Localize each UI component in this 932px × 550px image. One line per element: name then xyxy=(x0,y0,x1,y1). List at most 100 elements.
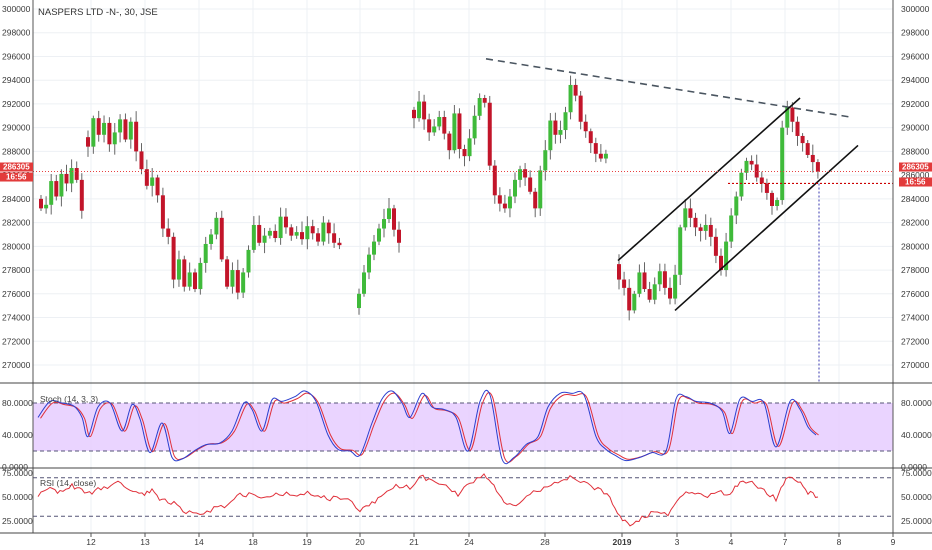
candle-body-105 xyxy=(617,264,621,280)
candle-body-55 xyxy=(332,233,337,243)
candle-body-8 xyxy=(79,179,84,211)
candle-body-83 xyxy=(497,195,502,204)
candle-body-49 xyxy=(300,232,304,240)
candle-body-118 xyxy=(683,208,688,228)
candle-body-51 xyxy=(310,226,315,234)
candle-body-104 xyxy=(603,153,608,159)
time-tick-label-2: 14 xyxy=(194,537,204,547)
candle-body-111 xyxy=(647,289,652,300)
last-price-label-right: 286305 xyxy=(902,163,929,172)
price-tick-right-13: 296000 xyxy=(901,51,930,61)
price-tick-right-10: 290000 xyxy=(901,123,930,133)
rsi-tick-left-0: 75.0000 xyxy=(2,468,33,478)
candle-body-25 xyxy=(171,236,176,280)
candle-body-35 xyxy=(225,259,230,287)
last-time-label-left: 16:56 xyxy=(6,173,27,182)
candle-body-62 xyxy=(382,219,386,229)
candle-body-136 xyxy=(775,200,780,206)
candle-body-143 xyxy=(810,154,815,163)
candle-body-115 xyxy=(668,287,672,299)
candle-body-70 xyxy=(432,126,437,133)
candle-body-122 xyxy=(703,224,708,231)
candle-body-60 xyxy=(372,241,376,255)
price-tick-right-1: 272000 xyxy=(901,336,930,346)
rsi-tick-right-0: 75.0000 xyxy=(901,468,932,478)
time-tick-label-9: 2019 xyxy=(613,537,632,547)
candle-body-18 xyxy=(134,121,139,152)
candle-body-66 xyxy=(412,109,416,119)
candle-body-59 xyxy=(367,254,371,273)
candle-body-4 xyxy=(59,173,64,197)
candle-body-84 xyxy=(502,203,507,209)
last-price-flag-left xyxy=(0,162,33,172)
last-price-flag-right xyxy=(899,162,932,172)
candle-body-113 xyxy=(657,271,662,285)
channel-lower-2 xyxy=(674,144,859,312)
last-price-label-left: 286305 xyxy=(3,163,30,172)
price-tick-left-9: 288000 xyxy=(2,146,31,156)
price-tick-right-6: 282000 xyxy=(901,218,930,228)
candle-body-40 xyxy=(251,224,256,250)
candle-body-106 xyxy=(622,279,627,288)
candle-body-65 xyxy=(397,229,401,243)
time-tick-label-4: 19 xyxy=(302,537,312,547)
candle-body-28 xyxy=(187,272,192,287)
price-tick-right-11: 292000 xyxy=(901,99,930,109)
time-tick-label-1: 13 xyxy=(140,537,150,547)
candle-body-108 xyxy=(632,293,637,311)
price-tick-left-5: 280000 xyxy=(2,241,31,251)
candle-body-86 xyxy=(513,179,517,197)
candle-body-6 xyxy=(69,168,74,184)
candle-body-117 xyxy=(678,227,683,275)
candle-body-131 xyxy=(749,160,754,165)
chart-frame xyxy=(0,0,932,534)
candle-body-63 xyxy=(387,208,391,220)
candle-body-138 xyxy=(785,107,790,128)
candle-body-56 xyxy=(337,242,342,246)
candle-body-135 xyxy=(770,192,774,206)
rsi-tick-left-1: 50.0000 xyxy=(2,492,33,502)
candle-body-10 xyxy=(91,118,96,147)
candle-body-127 xyxy=(729,215,734,242)
candle-body-23 xyxy=(160,195,165,229)
time-tick-label-10: 3 xyxy=(675,537,680,547)
candle-body-48 xyxy=(294,232,299,236)
candle-body-16 xyxy=(123,119,128,140)
last-time-label-right: 16:56 xyxy=(905,178,926,187)
candle-body-57 xyxy=(357,293,361,309)
price-tick-right-14: 298000 xyxy=(901,28,930,38)
time-tick-label-3: 18 xyxy=(248,537,258,547)
price-tick-right-15: 300000 xyxy=(901,4,930,14)
rsi-tick-right-1: 50.0000 xyxy=(901,492,932,502)
axes: 270000 270000 272000 272000 274000 274000 2760… xyxy=(0,4,932,547)
candle-body-74 xyxy=(452,113,457,151)
candle-body-19 xyxy=(139,151,144,170)
candle-body-13 xyxy=(107,122,112,145)
candle-body-12 xyxy=(102,122,107,135)
indicator-levels xyxy=(33,402,893,517)
candle-body-15 xyxy=(118,119,123,133)
price-tick-left-15: 300000 xyxy=(2,4,31,14)
candle-body-87 xyxy=(518,169,523,180)
candle-body-89 xyxy=(528,177,533,192)
price-tick-right-5: 280000 xyxy=(901,241,930,251)
candle-body-140 xyxy=(795,121,800,136)
price-tick-right-4: 278000 xyxy=(901,265,930,275)
price-tick-right-12: 294000 xyxy=(901,75,930,85)
candle-body-144 xyxy=(815,162,820,172)
candle-body-46 xyxy=(283,216,288,228)
candle-body-36 xyxy=(230,270,235,287)
candle-body-69 xyxy=(427,119,432,133)
candle-body-67 xyxy=(417,101,422,119)
candle-body-24 xyxy=(166,228,171,237)
candle-body-53 xyxy=(321,222,326,242)
stoch-k-line xyxy=(37,389,817,465)
candle-body-134 xyxy=(764,183,769,193)
candle-body-21 xyxy=(150,177,155,186)
stoch-tick-right-2: 0.0000 xyxy=(901,462,927,472)
candle-body-37 xyxy=(235,270,240,293)
price-tick-left-10: 290000 xyxy=(2,123,31,133)
grid xyxy=(33,0,894,533)
last-time-flag-left xyxy=(0,172,33,182)
candle-body-64 xyxy=(392,208,396,230)
